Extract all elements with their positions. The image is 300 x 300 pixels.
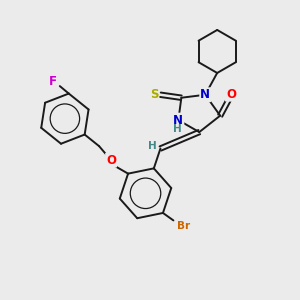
Text: F: F — [49, 74, 57, 88]
Text: H: H — [148, 141, 157, 151]
Text: S: S — [150, 88, 158, 101]
Text: Br: Br — [177, 220, 190, 230]
Text: H: H — [172, 124, 181, 134]
Text: N: N — [173, 114, 183, 127]
Text: O: O — [226, 88, 236, 101]
Text: N: N — [200, 88, 210, 101]
Text: O: O — [106, 154, 116, 167]
